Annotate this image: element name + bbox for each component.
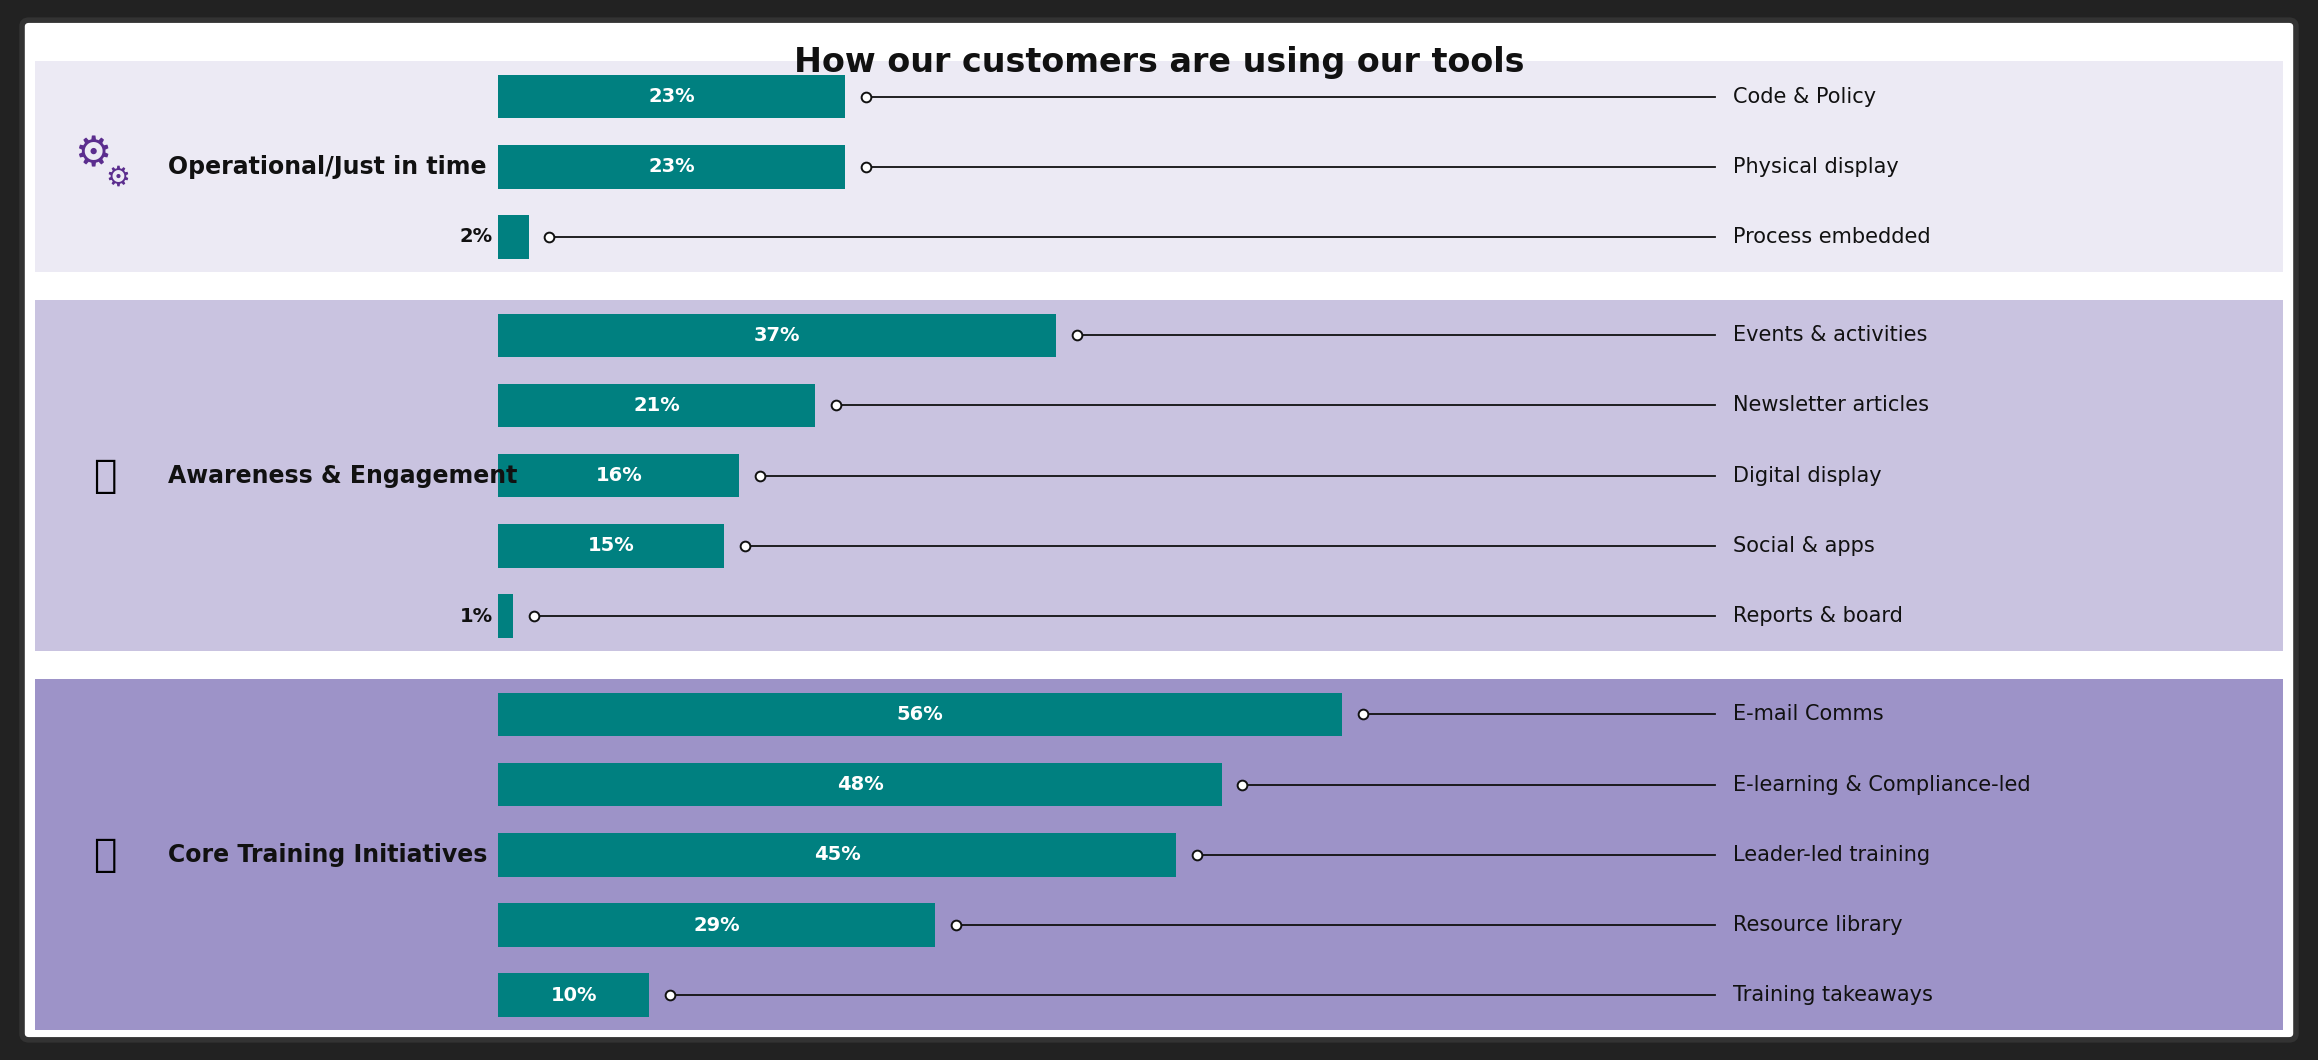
Bar [498, 454, 739, 497]
Bar [498, 833, 1178, 877]
Text: Code & Policy: Code & Policy [1734, 87, 1875, 107]
Bar [498, 524, 723, 568]
Text: 10%: 10% [549, 986, 598, 1005]
Text: Social & apps: Social & apps [1734, 536, 1875, 555]
Text: Physical display: Physical display [1734, 157, 1898, 177]
Text: Training takeaways: Training takeaways [1734, 985, 1933, 1005]
Bar [35, 300, 2283, 651]
Text: 56%: 56% [897, 705, 943, 724]
Text: 📣: 📣 [93, 835, 116, 873]
Bar [498, 763, 1222, 807]
Text: ⚙: ⚙ [74, 134, 111, 175]
Bar [498, 903, 936, 947]
Text: E-mail Comms: E-mail Comms [1734, 705, 1882, 724]
Text: ⚙: ⚙ [107, 163, 130, 192]
Bar [35, 61, 2283, 272]
Text: 1%: 1% [459, 606, 491, 625]
Text: Resource library: Resource library [1734, 915, 1903, 935]
Bar [498, 973, 649, 1017]
Bar [498, 314, 1057, 357]
Text: Leader-led training: Leader-led training [1734, 845, 1931, 865]
Text: 37%: 37% [753, 325, 800, 345]
Text: Process embedded: Process embedded [1734, 227, 1931, 247]
Bar [498, 595, 515, 638]
Text: Newsletter articles: Newsletter articles [1734, 395, 1929, 416]
Text: Reports & board: Reports & board [1734, 606, 1903, 626]
Text: Awareness & Engagement: Awareness & Engagement [169, 463, 517, 488]
Text: 48%: 48% [837, 775, 883, 794]
FancyBboxPatch shape [23, 20, 2295, 1040]
Text: Core Training Initiatives: Core Training Initiatives [169, 843, 487, 867]
Bar [35, 679, 2283, 1030]
Text: Operational/Just in time: Operational/Just in time [169, 155, 487, 179]
Bar [498, 692, 1342, 736]
Text: 23%: 23% [649, 87, 695, 106]
Text: 2%: 2% [459, 228, 491, 247]
Bar [498, 384, 816, 427]
Text: Digital display: Digital display [1734, 465, 1882, 485]
Bar [498, 75, 846, 119]
Text: 45%: 45% [814, 845, 860, 864]
Bar [498, 145, 846, 189]
Text: Events & activities: Events & activities [1734, 325, 1926, 346]
Text: 21%: 21% [633, 396, 679, 414]
Text: 23%: 23% [649, 157, 695, 176]
Text: 15%: 15% [589, 536, 635, 555]
Text: 16%: 16% [596, 466, 642, 485]
Text: E-learning & Compliance-led: E-learning & Compliance-led [1734, 775, 2031, 795]
Bar [498, 215, 529, 259]
Text: How our customers are using our tools: How our customers are using our tools [793, 46, 1525, 78]
Text: 29%: 29% [693, 916, 739, 935]
Text: 🧩: 🧩 [93, 457, 116, 495]
